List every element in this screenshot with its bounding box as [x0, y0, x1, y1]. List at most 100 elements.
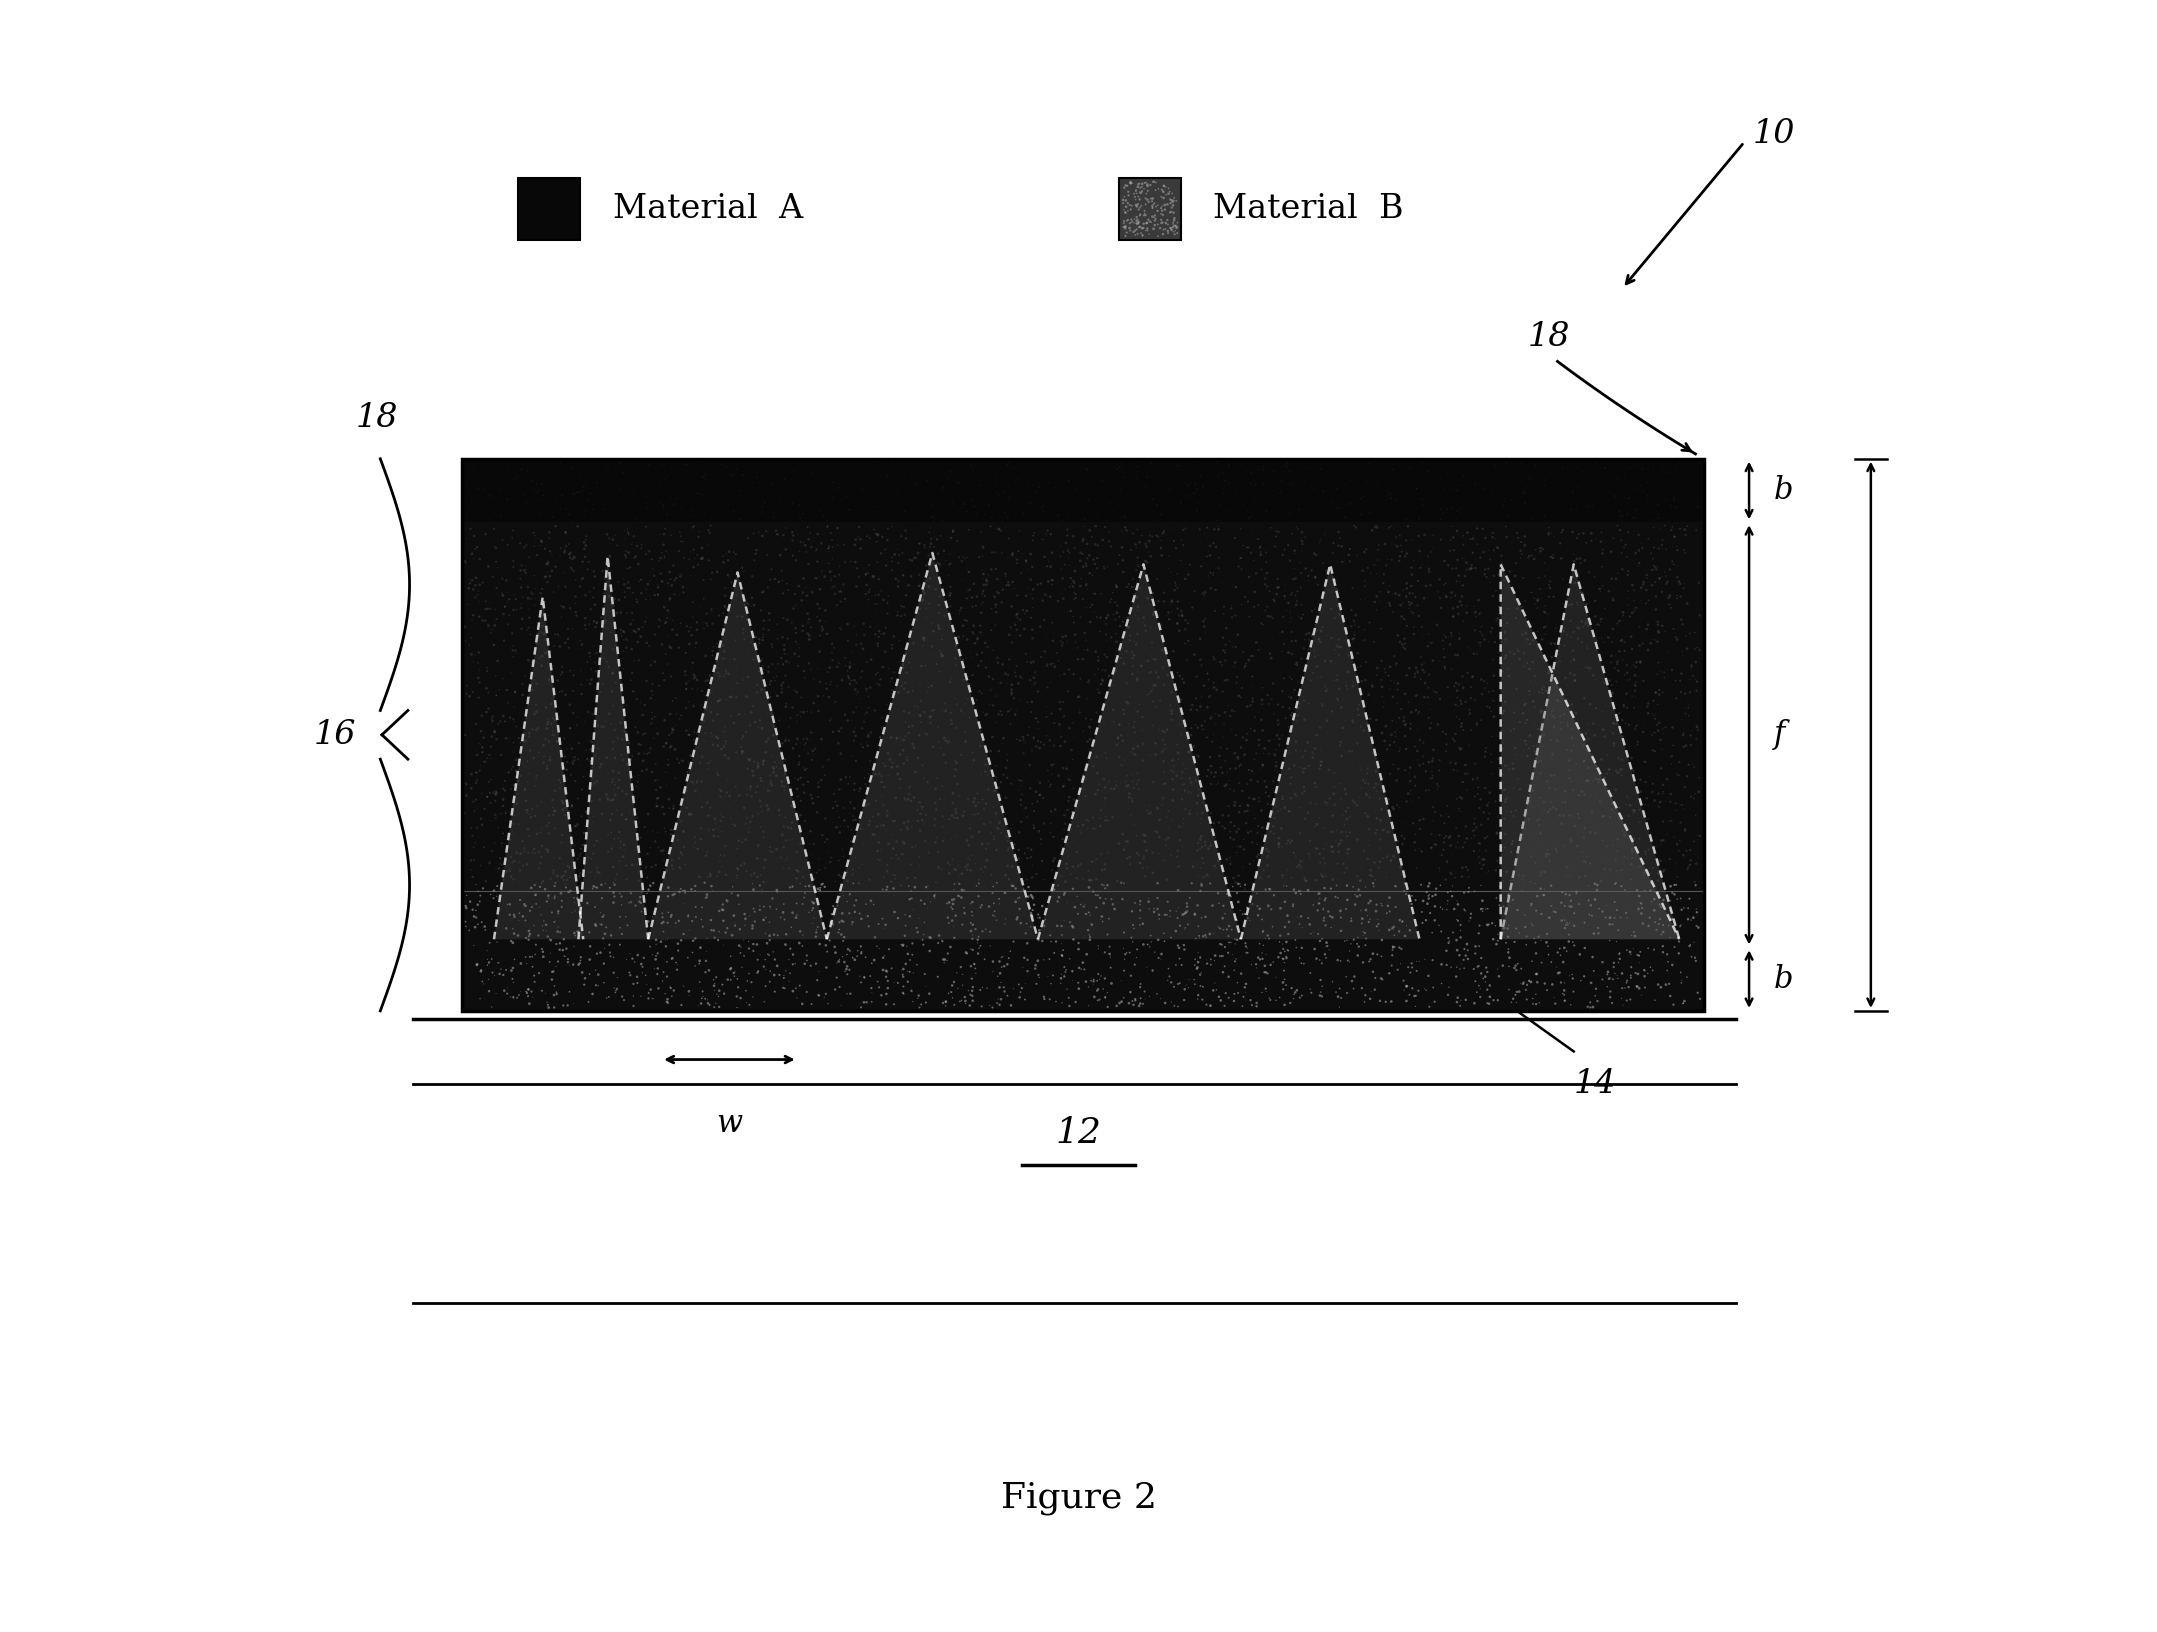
Point — [1245, 906, 1279, 932]
Point — [768, 694, 802, 720]
Point — [513, 979, 548, 1005]
Point — [1488, 619, 1523, 645]
Point — [1471, 806, 1506, 832]
Text: Material  B: Material B — [1212, 193, 1404, 225]
Point — [887, 932, 921, 958]
Point — [1667, 537, 1702, 563]
Point — [1016, 527, 1050, 553]
Point — [1635, 888, 1670, 914]
Point — [1465, 614, 1499, 640]
Point — [1393, 777, 1428, 803]
Point — [457, 798, 492, 824]
Point — [591, 583, 626, 609]
Point — [904, 710, 938, 736]
Point — [1292, 752, 1327, 778]
Point — [1148, 759, 1182, 785]
Point — [1186, 845, 1221, 871]
Point — [714, 570, 748, 596]
Point — [815, 534, 850, 560]
Point — [701, 725, 736, 751]
Point — [1370, 844, 1404, 870]
Point — [582, 787, 617, 813]
Point — [1471, 679, 1506, 705]
Point — [979, 592, 1014, 619]
Point — [574, 728, 608, 754]
Point — [1199, 677, 1234, 703]
Point — [815, 485, 850, 511]
Point — [546, 867, 580, 893]
Point — [1070, 594, 1104, 620]
Point — [1646, 772, 1680, 798]
Point — [897, 694, 932, 720]
Point — [1663, 914, 1698, 940]
Point — [1089, 922, 1124, 948]
Point — [1622, 650, 1657, 676]
Point — [1152, 199, 1186, 225]
Point — [975, 557, 1009, 583]
Point — [518, 803, 552, 829]
Point — [746, 747, 781, 774]
Point — [1626, 720, 1661, 746]
Point — [746, 894, 781, 920]
Point — [1126, 703, 1160, 730]
Point — [1003, 477, 1038, 503]
Point — [1402, 752, 1437, 778]
Point — [949, 586, 984, 612]
Point — [1447, 761, 1482, 787]
Point — [1277, 679, 1311, 705]
Point — [1387, 922, 1421, 948]
Point — [867, 752, 902, 778]
Point — [1437, 726, 1471, 752]
Point — [1273, 991, 1307, 1017]
Point — [574, 480, 608, 506]
Point — [524, 472, 559, 498]
Point — [487, 767, 522, 793]
Point — [962, 790, 997, 816]
Point — [1387, 878, 1421, 904]
Point — [865, 715, 899, 741]
Point — [1374, 847, 1409, 873]
Point — [1148, 215, 1182, 242]
Point — [1529, 769, 1564, 795]
Point — [554, 615, 589, 641]
Point — [498, 785, 533, 811]
Point — [1521, 749, 1555, 775]
Point — [964, 974, 999, 1000]
Point — [628, 542, 662, 568]
Point — [1488, 514, 1523, 540]
Point — [602, 767, 636, 793]
Point — [470, 783, 505, 809]
Point — [779, 620, 813, 646]
Point — [1156, 777, 1191, 803]
Point — [1027, 638, 1061, 664]
Point — [466, 734, 500, 761]
Point — [746, 752, 781, 778]
Point — [511, 927, 546, 953]
Point — [869, 876, 904, 902]
Point — [1665, 792, 1700, 818]
Point — [744, 715, 779, 741]
Point — [1303, 889, 1337, 916]
Point — [988, 514, 1022, 540]
Point — [481, 555, 516, 581]
Point — [1396, 581, 1430, 607]
Point — [1135, 679, 1169, 705]
Point — [1352, 948, 1387, 974]
Point — [1053, 783, 1087, 809]
Point — [1055, 958, 1089, 984]
Point — [472, 850, 507, 876]
Point — [943, 597, 977, 623]
Point — [1475, 480, 1510, 506]
Point — [572, 488, 606, 514]
Point — [1411, 963, 1445, 989]
Point — [572, 961, 606, 987]
Point — [1641, 516, 1676, 542]
Point — [537, 798, 572, 824]
Point — [830, 663, 865, 689]
Point — [1109, 514, 1143, 540]
Point — [574, 730, 608, 756]
Point — [524, 579, 559, 605]
Point — [1592, 927, 1626, 953]
Point — [1529, 761, 1564, 787]
Point — [1091, 942, 1126, 968]
